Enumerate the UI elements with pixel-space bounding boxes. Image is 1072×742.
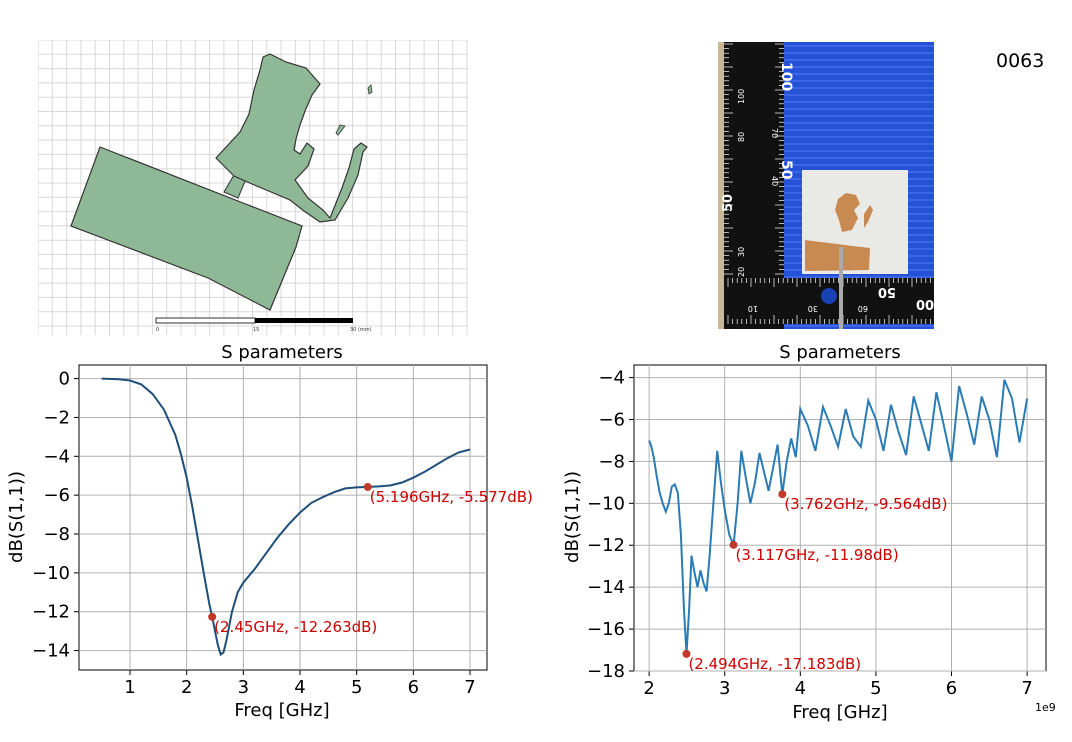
y-tick-label: −4 bbox=[43, 446, 70, 467]
marker-point bbox=[208, 612, 217, 621]
chart-title: S parameters bbox=[221, 342, 343, 363]
horizontal-ruler-labels: 50 00 10 30 60 bbox=[748, 284, 934, 314]
x-tick-label: 3 bbox=[719, 678, 730, 699]
scale-bar: 0 15 30 (mm) bbox=[155, 317, 372, 333]
y-tick-labels: 0 −2 −4 −6 −8 −10 −12 −14 bbox=[32, 369, 70, 662]
x-tick-label: 4 bbox=[795, 678, 806, 699]
ruler-ticks bbox=[724, 43, 931, 324]
y-tick-labels: −4 −6 −8 −10 −12 −14 −16 −18 bbox=[587, 368, 625, 682]
antenna-patch bbox=[70, 53, 373, 311]
x-axis-label: Freq [GHz] bbox=[234, 700, 329, 721]
marker-point bbox=[682, 649, 691, 658]
marker-label: (2.494GHz, -17.183dB) bbox=[688, 655, 861, 673]
ruler-label-big-h-50: 50 bbox=[878, 284, 896, 299]
y-tick-label: −12 bbox=[32, 602, 70, 623]
marker-label: (5.196GHz, -5.577dB) bbox=[370, 488, 533, 506]
ruler-label-v-20: 20 bbox=[737, 267, 746, 277]
x-tick-label: 6 bbox=[408, 677, 419, 698]
ruler-label-big-50: 50 bbox=[778, 160, 794, 180]
y-tick-label: −10 bbox=[32, 563, 70, 584]
y-tick-label: −14 bbox=[32, 641, 70, 662]
chart-measured: S parameters 2 3 4 5 6 7 −4 −6 −8 −10 −12 −14 −16 −1… bbox=[562, 342, 1056, 723]
y-axis-label: dB(S(1,1)) bbox=[6, 471, 27, 563]
markers: (2.45GHz, -12.263dB) (5.196GHz, -5.577dB) bbox=[208, 482, 533, 636]
x-tick-label: 2 bbox=[181, 677, 192, 698]
chart-title: S parameters bbox=[779, 342, 901, 363]
y-tick-label: −18 bbox=[587, 661, 625, 682]
antenna-photo-panel: 100 50 50 100 80 30 20 70 40 50 00 10 30… bbox=[718, 42, 934, 329]
plot-area bbox=[633, 364, 1047, 672]
x-tick-labels: 1 2 3 4 5 6 7 bbox=[124, 677, 475, 698]
y-tick-label: −10 bbox=[587, 493, 625, 514]
marker-label: (3.117GHz, -11.98dB) bbox=[736, 546, 899, 564]
ruler-label-v-100: 100 bbox=[737, 89, 746, 104]
gridlines bbox=[74, 365, 487, 675]
ruler-label-v-40: 40 bbox=[770, 176, 779, 186]
x-tick-label: 7 bbox=[1021, 678, 1032, 699]
ruler-label-big-100: 100 bbox=[778, 62, 794, 91]
ruler-label-v-30: 30 bbox=[737, 247, 746, 257]
y-tick-label: −8 bbox=[43, 524, 70, 545]
marker-label: (2.45GHz, -12.263dB) bbox=[214, 618, 377, 636]
x-tick-label: 7 bbox=[464, 677, 475, 698]
y-tick-label: −4 bbox=[598, 368, 625, 389]
x-tick-label: 5 bbox=[870, 678, 881, 699]
vertical-ruler-labels: 100 50 50 100 80 30 20 70 40 bbox=[721, 62, 794, 277]
x-offset-label: 1e9 bbox=[1035, 701, 1056, 714]
ruler-label-big-h-00: 00 bbox=[916, 299, 934, 314]
plot-area bbox=[78, 364, 488, 671]
ruler-label-left-50: 50 bbox=[721, 194, 736, 212]
marker-point bbox=[363, 482, 372, 491]
x-tick-label: 5 bbox=[351, 677, 362, 698]
x-tick-labels: 2 3 4 5 6 7 bbox=[643, 678, 1032, 699]
x-axis-label: Freq [GHz] bbox=[792, 702, 887, 723]
y-tick-label: −12 bbox=[587, 535, 625, 556]
y-tick-label: −2 bbox=[43, 407, 70, 428]
ruler-label-h-30: 30 bbox=[808, 304, 818, 313]
y-tick-label: 0 bbox=[59, 369, 70, 390]
x-tick-label: 3 bbox=[238, 677, 249, 698]
ruler-label-h-60: 60 bbox=[858, 304, 868, 313]
series-line bbox=[101, 377, 471, 657]
series-line bbox=[648, 379, 1029, 654]
ruler-label-v-80: 80 bbox=[737, 132, 746, 142]
antenna-substrate bbox=[802, 170, 908, 329]
x-tick-label: 6 bbox=[946, 678, 957, 699]
scale-label-0: 0 bbox=[156, 327, 159, 333]
x-tick-label: 1 bbox=[124, 677, 135, 698]
x-tick-label: 4 bbox=[294, 677, 305, 698]
y-tick-label: −6 bbox=[598, 409, 625, 430]
y-tick-label: −6 bbox=[43, 485, 70, 506]
scale-label-15: 15 bbox=[253, 327, 259, 333]
marker-label: (3.762GHz, -9.564dB) bbox=[784, 495, 947, 513]
ruler-label-h-10: 10 bbox=[748, 304, 758, 313]
marker-point bbox=[729, 540, 738, 549]
figure-id-label: 0063 bbox=[996, 50, 1045, 72]
y-tick-label: −8 bbox=[598, 451, 625, 472]
antenna-layout-panel: 0 15 30 (mm) bbox=[38, 40, 468, 335]
ruler-label-v-70: 70 bbox=[770, 128, 779, 138]
y-axis-label: dB(S(1,1)) bbox=[562, 471, 583, 563]
y-tick-label: −14 bbox=[587, 577, 625, 598]
x-tick-label: 2 bbox=[643, 678, 654, 699]
marker-point bbox=[778, 490, 787, 499]
markers: (2.494GHz, -17.183dB) (3.117GHz, -11.98dB… bbox=[682, 490, 947, 673]
y-tick-label: −16 bbox=[587, 619, 625, 640]
scale-label-30: 30 (mm) bbox=[350, 327, 372, 333]
